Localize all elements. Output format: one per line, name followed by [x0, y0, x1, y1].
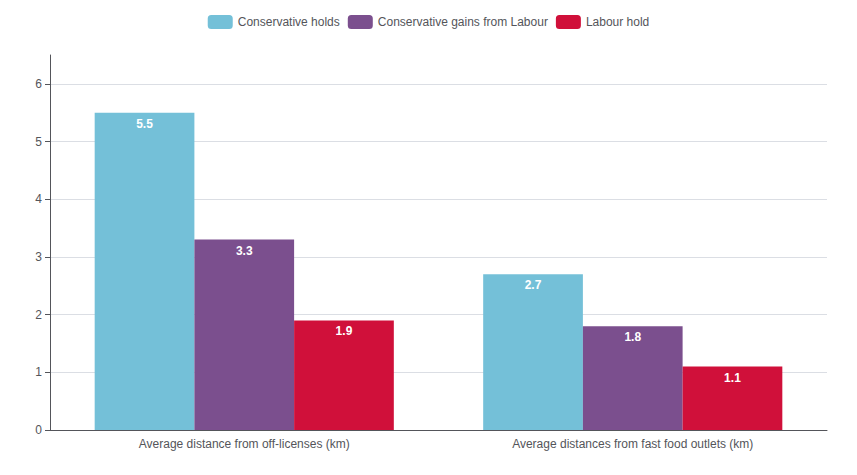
svg-text:5: 5 [35, 135, 42, 149]
svg-text:2.7: 2.7 [525, 278, 542, 292]
svg-text:1.1: 1.1 [724, 371, 741, 385]
svg-text:Average distance from off-lice: Average distance from off-licenses (km) [139, 437, 350, 451]
svg-text:Conservative gains from Labour: Conservative gains from Labour [378, 15, 548, 29]
svg-text:5.5: 5.5 [136, 117, 153, 131]
svg-text:1.8: 1.8 [624, 330, 641, 344]
svg-text:Average distances from fast fo: Average distances from fast food outlets… [512, 437, 753, 451]
svg-text:3.3: 3.3 [236, 244, 253, 258]
svg-text:4: 4 [35, 192, 42, 206]
svg-text:Conservative holds: Conservative holds [238, 15, 340, 29]
svg-text:6: 6 [35, 77, 42, 91]
svg-text:1.9: 1.9 [336, 324, 353, 338]
svg-text:2: 2 [35, 308, 42, 322]
svg-text:0: 0 [35, 423, 42, 437]
svg-text:Labour hold: Labour hold [586, 15, 649, 29]
svg-text:1: 1 [35, 365, 42, 379]
svg-text:3: 3 [35, 250, 42, 264]
